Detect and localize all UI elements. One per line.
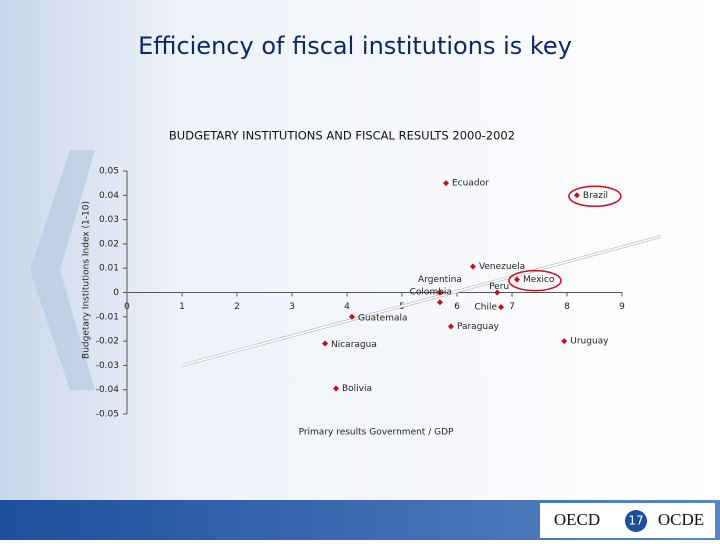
y-tick-label: -0.05 (96, 410, 119, 420)
highlight-ring (508, 269, 562, 292)
point-label: Peru (489, 282, 509, 292)
y-tick-label: -0.03 (96, 361, 119, 371)
point (447, 323, 454, 330)
point-label: Mexico (523, 275, 555, 285)
point-label: Venezuela (479, 262, 525, 272)
point (494, 289, 501, 296)
point-label: Argentina (418, 275, 462, 285)
y-tick-label: 0.04 (99, 191, 119, 201)
point (443, 180, 449, 187)
y-tick-label: 0.01 (99, 264, 119, 274)
x-axis-label: Primary results Government / GDP (299, 428, 454, 438)
background (0, 0, 720, 500)
point (561, 338, 568, 345)
chevron-decoration (30, 150, 95, 390)
chart-title: BUDGETARY INSTITUTIONS AND FISCAL RESULT… (169, 129, 515, 143)
point-label: Brazil (583, 191, 608, 201)
slide-title: Efficiency of fiscal institutions is key (138, 32, 572, 60)
point (322, 340, 328, 347)
y-tick-label: 0.02 (99, 239, 119, 249)
y-tick-label: -0.01 (96, 312, 119, 322)
point (469, 263, 476, 270)
x-tick-label: 2 (234, 302, 240, 312)
y-tick-label: -0.02 (96, 337, 119, 347)
point-label: Paraguay (457, 322, 500, 332)
x-tick-label: 4 (344, 302, 350, 312)
x-tick-label: 0 (124, 302, 130, 312)
page-badge (625, 510, 647, 532)
point (333, 385, 339, 392)
y-tick-label: 0 (113, 288, 119, 298)
point (573, 192, 580, 199)
logo-right: OCDE (658, 510, 704, 529)
point-label: Guatemala (358, 313, 408, 323)
y-tick-label: -0.04 (96, 385, 120, 395)
point (498, 304, 504, 311)
x-tick-label: 1 (179, 302, 185, 312)
point-label: Chile (474, 303, 497, 313)
y-tick-label: 0.05 (99, 167, 119, 177)
x-tick-label: 3 (289, 302, 295, 312)
x-tick-label: 8 (564, 302, 570, 312)
x-tick-label: 6 (454, 302, 460, 312)
x-tick-label: 7 (509, 302, 515, 312)
point-label: Bolivia (342, 384, 372, 394)
logo-left: OECD (554, 510, 600, 529)
highlight-ring (568, 185, 622, 208)
page-number: 17 (628, 514, 643, 528)
y-tick-label: 0.03 (99, 215, 119, 225)
point-label: Colombia (410, 288, 452, 298)
point (436, 289, 443, 296)
trend-line (181, 235, 661, 367)
y-axis-label: Budgetary Institutions Index (1-10) (82, 201, 92, 359)
point (513, 276, 520, 283)
point-label: Ecuador (452, 179, 489, 189)
x-tick-label: 9 (619, 302, 625, 312)
point (348, 313, 355, 320)
point-label: Nicaragua (331, 340, 377, 350)
point (436, 299, 443, 306)
point-label: Uruguay (570, 337, 609, 347)
